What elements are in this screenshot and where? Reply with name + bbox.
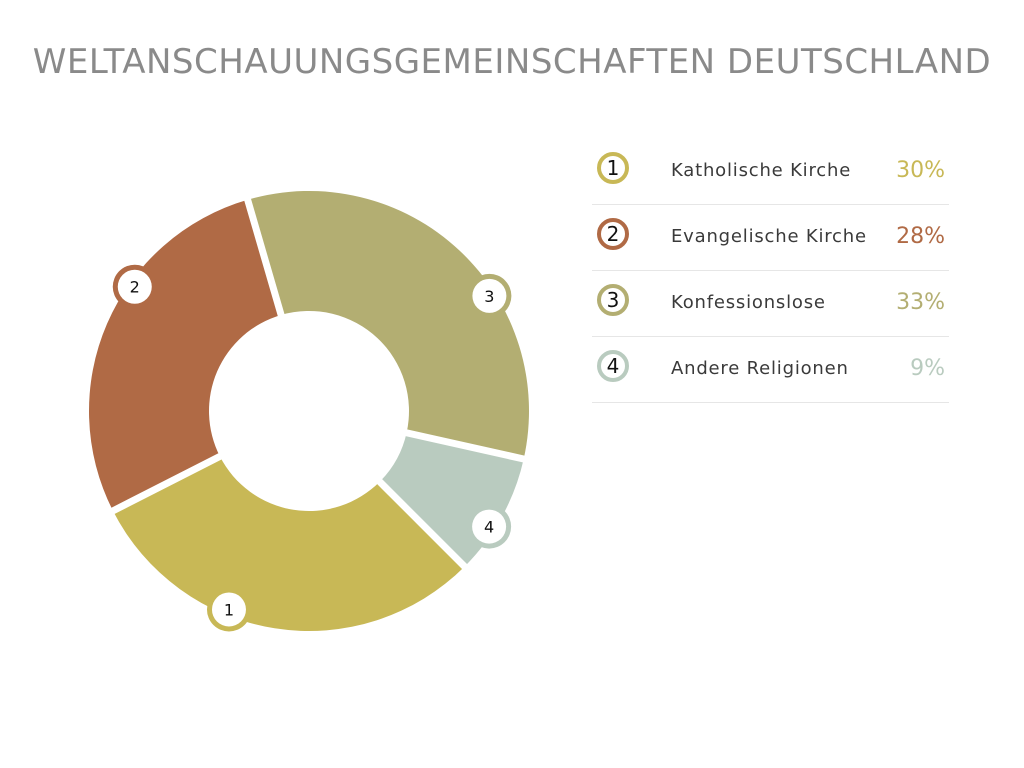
legend-item-andere-religionen: 4 Andere Religionen 9% (592, 337, 949, 403)
legend-badge: 1 (597, 152, 629, 184)
slice-marker-number: 2 (130, 278, 140, 297)
slice-separators (107, 194, 529, 572)
legend-label: Andere Religionen (671, 358, 849, 379)
slice-markers: 1 2 3 4 (112, 264, 512, 632)
legend-item-evangelische-kirche: 2 Evangelische Kirche 28% (592, 205, 949, 271)
legend-badge: 4 (597, 350, 629, 382)
slice-marker-fill (211, 592, 246, 627)
slice-katholische-kirche (112, 456, 465, 631)
slice-marker-fill (117, 269, 152, 304)
legend-label: Evangelische Kirche (671, 226, 867, 247)
donut-chart: 1 2 3 4 (60, 160, 560, 660)
legend: 1 Katholische Kirche 30% 2 Evangelische … (592, 139, 949, 403)
slice-separator (375, 477, 470, 572)
slice-separator (107, 452, 224, 516)
slice-separator (403, 428, 529, 464)
legend-item-konfessionslose: 3 Konfessionslose 33% (592, 271, 949, 337)
donut-chart-svg: 1 2 3 4 (89, 191, 530, 632)
legend-label: Konfessionslose (671, 292, 826, 313)
slice-separator (243, 194, 286, 318)
legend-value: 28% (896, 224, 945, 249)
legend-badge: 2 (597, 218, 629, 250)
slice-marker-number: 1 (224, 600, 234, 619)
legend-item-katholische-kirche: 1 Katholische Kirche 30% (592, 139, 949, 205)
legend-label: Katholische Kirche (671, 160, 852, 181)
slice-marker-fill (472, 509, 507, 544)
chart-title: WELTANSCHAUUNGSGEMEINSCHAFTEN DEUTSCHLAN… (32, 42, 992, 82)
legend-value: 30% (896, 158, 945, 183)
slice-marker-number: 4 (484, 518, 494, 537)
legend-badge: 3 (597, 284, 629, 316)
legend-value: 9% (910, 356, 945, 381)
slice-marker-fill (472, 278, 507, 313)
slice-evangelische-kirche (89, 199, 282, 511)
slice-marker-number: 3 (484, 287, 494, 306)
slice-konfessionslose (247, 191, 530, 459)
legend-value: 33% (896, 290, 945, 315)
